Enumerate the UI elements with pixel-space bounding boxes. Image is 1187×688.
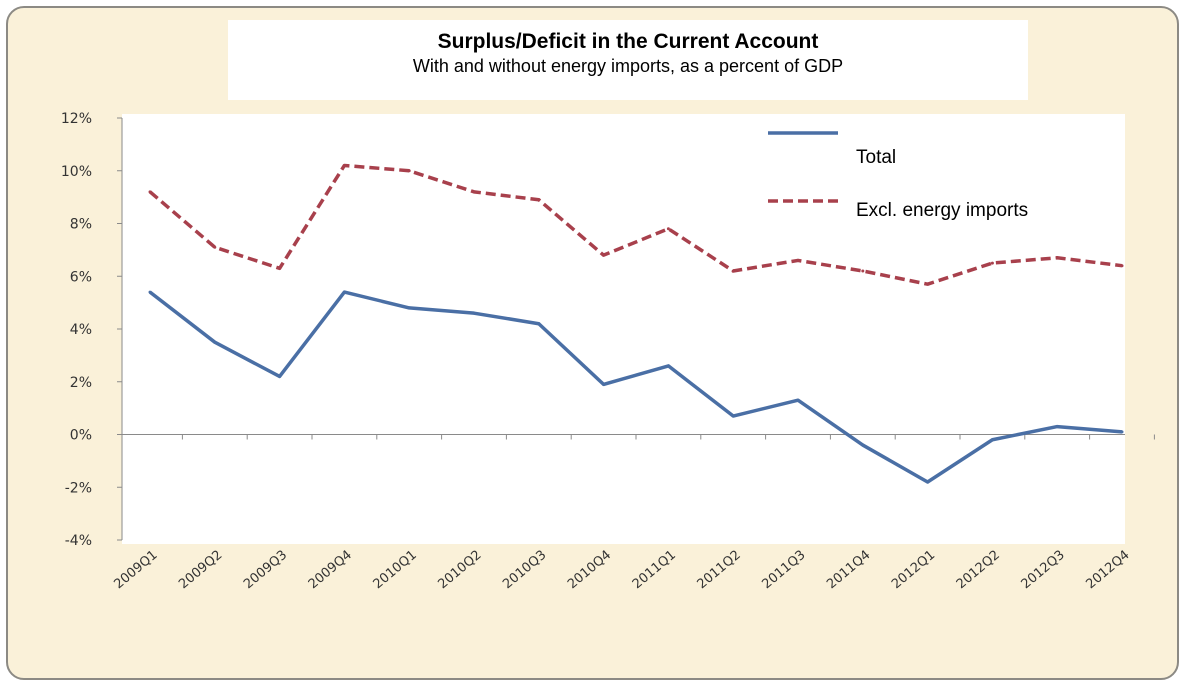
data-point: [990, 261, 994, 265]
data-point: [926, 282, 930, 286]
data-point: [148, 290, 152, 294]
y-tick-label: 2%: [70, 375, 92, 391]
x-tick-label: 2010Q3: [500, 548, 549, 593]
data-point: [602, 382, 606, 386]
data-point: [602, 253, 606, 257]
x-tick-label: 2012Q3: [1019, 548, 1068, 593]
data-point: [731, 414, 735, 418]
x-tick-label: 2009Q4: [306, 548, 355, 593]
data-point: [537, 322, 541, 326]
data-point: [1055, 425, 1059, 429]
x-tick-label: 2011Q1: [630, 548, 679, 593]
x-tick-label: 2012Q1: [889, 548, 938, 593]
x-tick-label: 2012Q2: [954, 548, 1003, 593]
x-tick-label: 2011Q2: [695, 548, 744, 593]
x-tick-label: 2011Q3: [759, 548, 808, 593]
x-tick-label: 2012Q4: [1083, 548, 1132, 593]
series-line-excl-energy: [148, 163, 1123, 286]
x-tick-label: 2010Q4: [565, 548, 614, 593]
data-point: [148, 190, 152, 194]
data-point: [990, 438, 994, 442]
y-tick-label: 0%: [70, 428, 92, 444]
y-tick-label: 4%: [70, 322, 92, 338]
y-tick-label: 8%: [70, 217, 92, 233]
data-point: [472, 190, 476, 194]
data-point: [407, 306, 411, 310]
chart-title-box: Surplus/Deficit in the Current Account W…: [228, 20, 1028, 100]
data-point: [1055, 256, 1059, 260]
y-tick-label: 12%: [61, 111, 92, 127]
series-line-total: [148, 290, 1123, 484]
y-tick-label: 10%: [61, 164, 92, 180]
data-point: [731, 269, 735, 273]
data-point: [278, 374, 282, 378]
x-tick-label: 2010Q1: [371, 548, 420, 593]
x-tick-label: 2009Q1: [111, 548, 160, 593]
data-point: [472, 311, 476, 315]
data-point: [861, 443, 865, 447]
data-point: [796, 258, 800, 262]
x-tick-label: 2009Q3: [241, 548, 290, 593]
data-point: [1120, 264, 1124, 268]
chart-title: Surplus/Deficit in the Current Account: [437, 30, 819, 53]
data-point: [796, 398, 800, 402]
data-point: [861, 269, 865, 273]
data-point: [407, 169, 411, 173]
y-tick-label: 6%: [70, 269, 92, 285]
data-point: [278, 266, 282, 270]
x-tick-label: 2011Q4: [824, 548, 873, 593]
legend-label: Excl. energy imports: [856, 200, 1028, 221]
data-point: [342, 290, 346, 294]
y-tick-label: -4%: [65, 533, 92, 549]
data-point: [666, 227, 670, 231]
data-point: [342, 163, 346, 167]
data-point: [926, 480, 930, 484]
data-point: [1120, 430, 1124, 434]
data-point: [537, 198, 541, 202]
chart-subtitle: With and without energy imports, as a pe…: [412, 56, 844, 76]
data-point: [666, 364, 670, 368]
data-point: [213, 245, 217, 249]
plot-area: [122, 114, 1125, 544]
y-tick-label: -2%: [65, 480, 92, 496]
data-point: [213, 340, 217, 344]
x-tick-label: 2009Q2: [176, 548, 225, 593]
x-tick-label: 2010Q2: [435, 548, 484, 593]
legend-label: Total: [856, 147, 896, 168]
